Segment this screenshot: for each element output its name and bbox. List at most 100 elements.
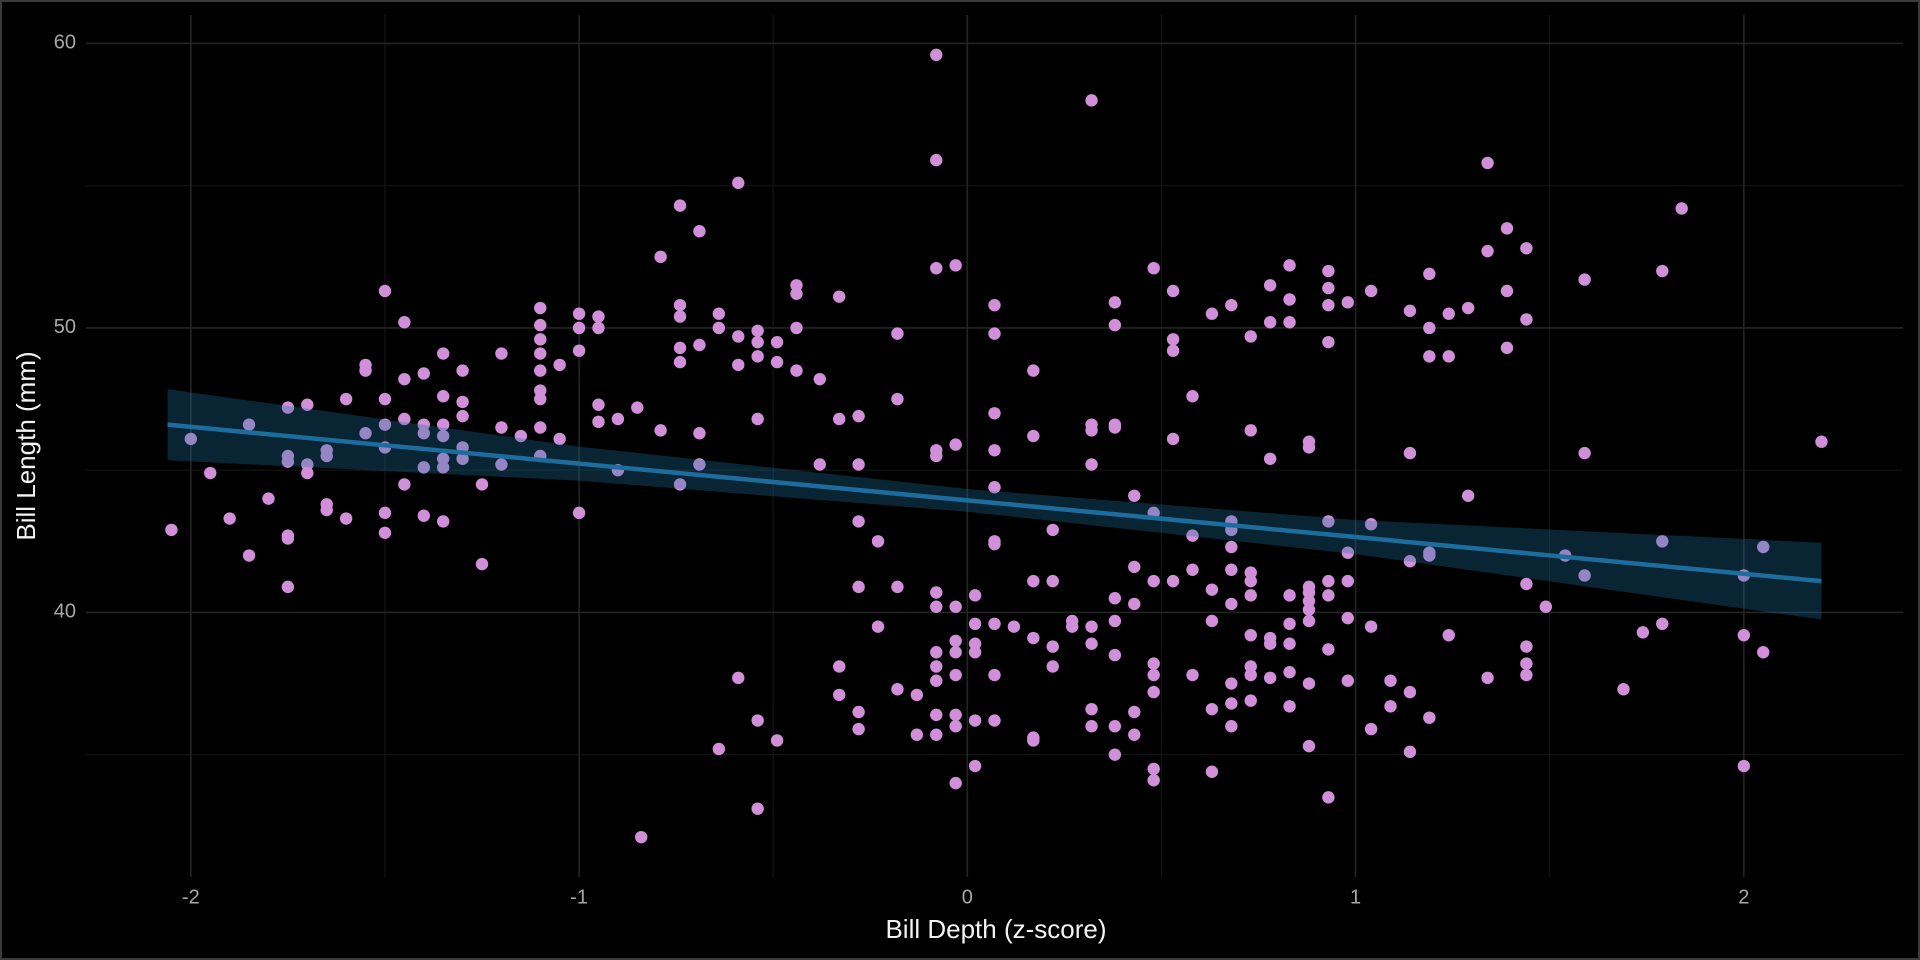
point (1423, 350, 1436, 363)
point (1263, 671, 1277, 685)
point (417, 418, 430, 431)
point (1423, 549, 1436, 562)
point (1085, 620, 1098, 633)
point (1225, 540, 1238, 554)
point (1403, 446, 1417, 460)
point (534, 384, 547, 397)
point (673, 199, 687, 212)
point (281, 401, 295, 414)
x-tick-label: -1 (570, 886, 588, 908)
point (988, 714, 1001, 727)
point (732, 671, 745, 685)
point (572, 321, 586, 335)
point (1263, 452, 1277, 466)
point (1322, 264, 1335, 278)
point (1384, 674, 1397, 687)
point (1364, 284, 1378, 298)
point (1815, 435, 1828, 448)
point (242, 418, 256, 431)
point (673, 478, 687, 491)
point (1461, 301, 1475, 315)
point (852, 458, 865, 471)
point (1065, 620, 1079, 633)
point (949, 708, 962, 722)
point (1007, 620, 1021, 633)
point (436, 347, 450, 360)
point (1481, 671, 1494, 685)
point (1128, 597, 1141, 611)
point (1757, 646, 1770, 659)
point (1205, 765, 1219, 778)
point (1322, 643, 1335, 656)
point (1085, 637, 1098, 650)
point (891, 580, 904, 594)
labels: -2 -1 0 1 2 40 50 60 (54, 32, 1750, 909)
point (1283, 316, 1296, 329)
point (1364, 518, 1378, 531)
point (1085, 702, 1098, 716)
point (611, 412, 625, 426)
point (1085, 458, 1098, 471)
point (930, 153, 943, 167)
point (378, 506, 392, 520)
point (673, 355, 687, 369)
point (1108, 592, 1122, 605)
point (1364, 722, 1378, 736)
point (949, 438, 962, 451)
point (1322, 574, 1335, 588)
point (891, 327, 904, 340)
point (930, 261, 943, 275)
point (1225, 697, 1238, 710)
point (1283, 259, 1296, 272)
point (1539, 600, 1553, 613)
point (534, 392, 547, 406)
point (770, 355, 784, 369)
point (1186, 529, 1199, 542)
point (417, 461, 430, 474)
point (949, 600, 962, 613)
point (572, 307, 586, 320)
point (930, 48, 943, 62)
point (378, 526, 392, 539)
point (712, 742, 726, 756)
point (398, 316, 411, 329)
point (1500, 341, 1514, 355)
point (1442, 628, 1455, 642)
point (1423, 267, 1436, 281)
point (968, 617, 982, 631)
point (1027, 574, 1040, 588)
point (223, 512, 236, 525)
point (378, 392, 392, 406)
point (301, 398, 314, 411)
point (1322, 298, 1335, 312)
point (417, 426, 430, 440)
point (553, 432, 566, 446)
point (1520, 313, 1533, 326)
point (1341, 674, 1355, 687)
point (930, 708, 943, 722)
point (693, 458, 706, 471)
point (1147, 574, 1160, 588)
point (1166, 432, 1180, 446)
point (988, 481, 1001, 494)
point (751, 350, 764, 363)
point (534, 364, 547, 377)
point (1128, 728, 1141, 741)
point (1520, 657, 1533, 670)
point (673, 341, 687, 355)
point (1481, 244, 1494, 258)
point (693, 426, 706, 440)
point (1147, 261, 1160, 275)
point (871, 535, 885, 548)
point (910, 688, 924, 702)
point (553, 358, 566, 372)
point (1636, 626, 1650, 639)
fit (167, 389, 1822, 620)
point (165, 523, 178, 537)
point (1166, 574, 1180, 588)
point (1322, 515, 1335, 528)
point (1578, 569, 1591, 582)
point (1244, 330, 1257, 343)
point (1757, 540, 1770, 554)
